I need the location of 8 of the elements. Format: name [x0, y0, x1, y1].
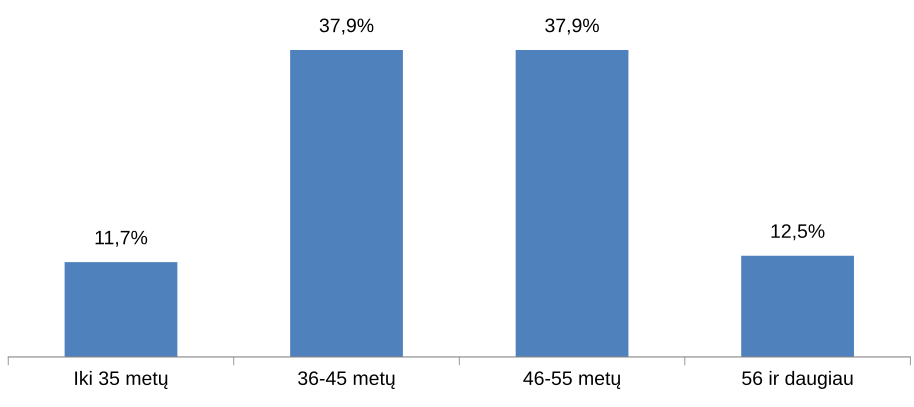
- x-tick-label: Iki 35 metų: [75, 370, 168, 389]
- data-label: 37,9%: [545, 18, 599, 35]
- x-tick-label: 36-45 metų: [298, 371, 395, 389]
- data-label: 12,5%: [771, 224, 824, 240]
- data-label: 37,9%: [320, 18, 374, 35]
- x-tick-label: 56 ir daugiau: [742, 370, 853, 389]
- x-tick-label: 46-55 metų: [523, 371, 620, 389]
- data-label: 11,7%: [96, 230, 148, 247]
